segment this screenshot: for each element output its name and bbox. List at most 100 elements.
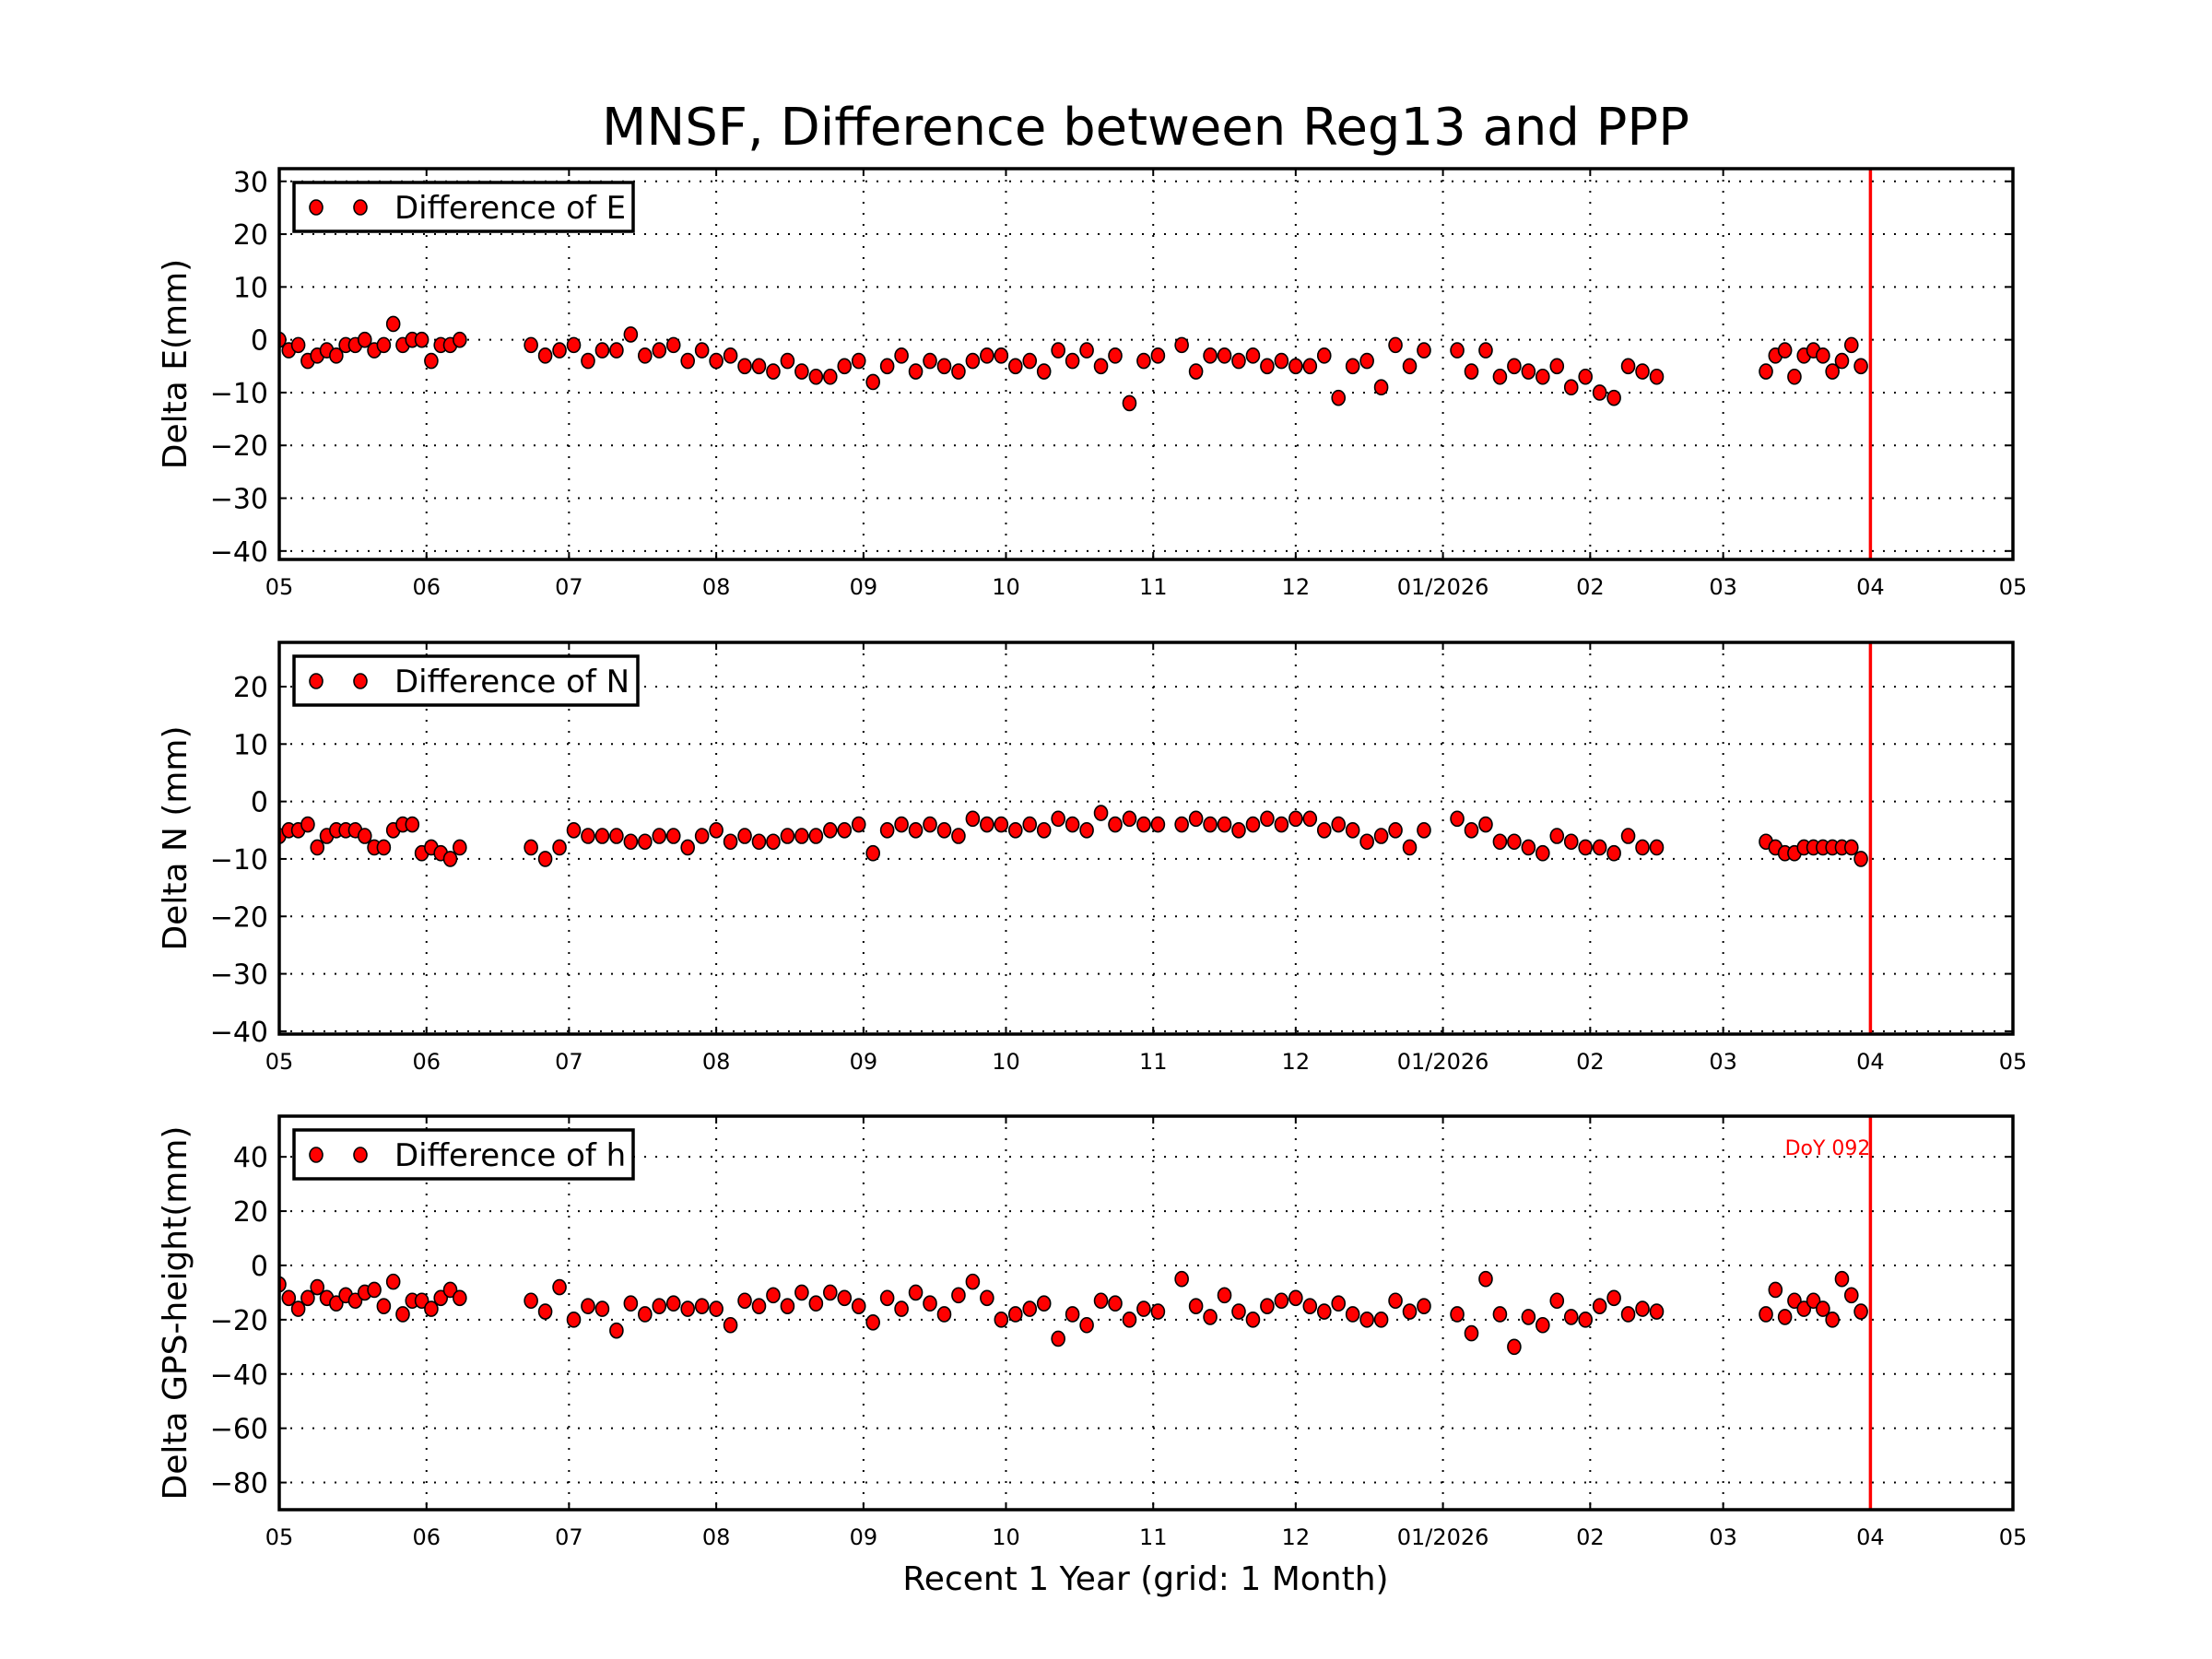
- doy-label: DoY 092: [1785, 1137, 1871, 1160]
- data-point: [737, 1292, 752, 1310]
- data-point: [1036, 363, 1052, 380]
- data-point: [1302, 358, 1318, 375]
- x-tick-label: 11: [1139, 1524, 1168, 1550]
- x-tick-label: 08: [702, 1049, 731, 1075]
- data-point: [994, 816, 1009, 833]
- data-point: [414, 331, 429, 348]
- data-point: [1507, 358, 1522, 375]
- data-point: [1245, 347, 1261, 364]
- legend-marker: [309, 673, 324, 689]
- data-point: [1345, 821, 1360, 839]
- data-point: [766, 363, 781, 380]
- data-point: [1592, 839, 1607, 856]
- data-point: [808, 828, 824, 844]
- data-point: [1549, 358, 1565, 375]
- data-point: [1022, 352, 1038, 370]
- data-point: [1007, 358, 1023, 375]
- data-point: [1136, 816, 1151, 833]
- data-point: [1578, 1312, 1593, 1328]
- data-point: [1331, 1295, 1347, 1312]
- data-point: [1150, 816, 1166, 833]
- data-point: [1174, 816, 1189, 833]
- data-point: [424, 352, 439, 370]
- y-tick-label: 0: [251, 787, 268, 819]
- legend-label: Difference of E: [394, 190, 626, 227]
- x-tick-label: 06: [412, 1049, 441, 1075]
- data-point: [1768, 1281, 1783, 1299]
- data-points: [279, 805, 1868, 867]
- x-tick-label: 06: [412, 574, 441, 600]
- data-point: [566, 1312, 582, 1328]
- data-point: [376, 1298, 392, 1314]
- data-point: [638, 833, 653, 851]
- y-tick-label: 10: [233, 272, 268, 304]
- plot-frame: [277, 1114, 2015, 1512]
- data-point: [1316, 1303, 1332, 1320]
- x-tick-label: 05: [265, 1049, 294, 1075]
- data-point: [638, 347, 653, 364]
- data-point: [1359, 1312, 1374, 1328]
- y-tick-label: 20: [233, 219, 268, 252]
- y-tick-label: −20: [210, 430, 268, 463]
- data-point: [879, 1289, 895, 1307]
- data-point: [1007, 1306, 1023, 1323]
- data-point: [837, 821, 853, 839]
- data-point: [1843, 839, 1859, 856]
- data-point: [1288, 810, 1303, 828]
- data-point: [1450, 810, 1465, 828]
- y-tick-label: 0: [251, 1251, 268, 1283]
- panels: 05 06 07 08 09 10 11 12 01/2026 02 03 04 05−40−30−20…: [157, 167, 2027, 1550]
- data-point: [737, 358, 752, 375]
- data-point: [1174, 1270, 1189, 1288]
- data-point: [1203, 1309, 1218, 1325]
- data-point: [822, 821, 838, 839]
- data-point: [581, 828, 595, 844]
- y-tick-label: 20: [233, 672, 268, 704]
- data-point: [1051, 342, 1065, 359]
- data-point: [965, 352, 981, 370]
- data-point: [951, 1287, 966, 1304]
- y-tick-label: −40: [210, 536, 268, 569]
- data-point: [1478, 1270, 1493, 1288]
- chart-title: MNSF, Difference between Reg13 and PPP: [602, 98, 1689, 158]
- data-point: [936, 1306, 952, 1323]
- data-point: [1787, 1292, 1802, 1310]
- x-tick-label: 03: [1709, 1049, 1737, 1075]
- data-point: [980, 347, 994, 364]
- data-point: [1834, 352, 1850, 370]
- x-tick-label: 07: [555, 1524, 583, 1550]
- data-point: [851, 816, 866, 833]
- data-point: [357, 331, 372, 348]
- data-point: [1417, 342, 1431, 359]
- data-point: [357, 828, 372, 844]
- data-point: [1635, 363, 1650, 380]
- x-tick-label: 08: [702, 574, 731, 600]
- data-point: [1302, 810, 1318, 828]
- data-point: [623, 1295, 639, 1312]
- data-point: [1843, 1287, 1859, 1304]
- legend: Difference of h: [292, 1128, 635, 1181]
- x-axis-label: Recent 1 Year (grid: 1 Month): [902, 1560, 1388, 1598]
- data-point: [1036, 821, 1052, 839]
- x-tick-label: 11: [1139, 574, 1168, 600]
- data-point: [594, 1300, 610, 1317]
- data-point: [395, 1306, 410, 1323]
- data-point: [1649, 1303, 1665, 1320]
- data-point: [1217, 1287, 1232, 1304]
- data-point: [1245, 816, 1261, 833]
- y-tick-label: −10: [210, 378, 268, 410]
- data-point: [1478, 816, 1493, 833]
- data-point: [1635, 839, 1650, 856]
- data-point: [329, 1295, 344, 1312]
- data-point: [766, 1287, 781, 1304]
- data-point: [751, 833, 767, 851]
- data-point: [1620, 358, 1636, 375]
- data-point: [1492, 368, 1508, 385]
- data-point: [1825, 1312, 1840, 1328]
- data-point: [994, 1312, 1009, 1328]
- data-point: [1079, 821, 1094, 839]
- data-point: [1592, 1298, 1607, 1314]
- data-point: [1231, 821, 1246, 839]
- data-point: [822, 368, 838, 385]
- x-tick-label: 05: [1999, 1049, 2028, 1075]
